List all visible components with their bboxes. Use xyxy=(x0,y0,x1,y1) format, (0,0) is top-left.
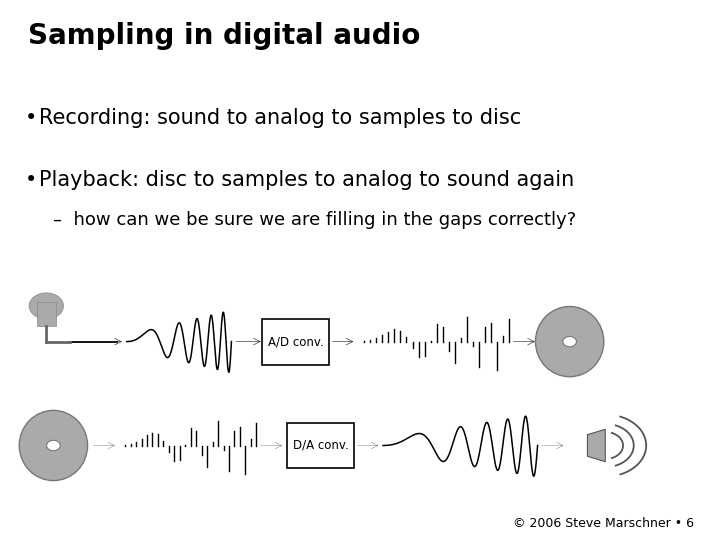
Polygon shape xyxy=(588,429,606,462)
Circle shape xyxy=(47,440,60,451)
Text: •: • xyxy=(25,108,37,128)
FancyBboxPatch shape xyxy=(287,422,354,469)
Text: –  how can we be sure we are filling in the gaps correctly?: – how can we be sure we are filling in t… xyxy=(53,211,577,228)
Circle shape xyxy=(29,293,63,319)
Ellipse shape xyxy=(19,410,88,481)
Text: Playback: disc to samples to analog to sound again: Playback: disc to samples to analog to s… xyxy=(39,170,575,190)
Text: A/D conv.: A/D conv. xyxy=(268,335,323,348)
Bar xyxy=(37,302,55,326)
Text: © 2006 Steve Marschner • 6: © 2006 Steve Marschner • 6 xyxy=(513,517,694,530)
Text: •: • xyxy=(25,170,37,190)
Text: D/A conv.: D/A conv. xyxy=(292,439,348,452)
FancyBboxPatch shape xyxy=(261,319,329,364)
Text: Recording: sound to analog to samples to disc: Recording: sound to analog to samples to… xyxy=(39,108,521,128)
Text: Sampling in digital audio: Sampling in digital audio xyxy=(29,22,421,50)
Ellipse shape xyxy=(536,307,604,377)
Circle shape xyxy=(563,336,577,347)
